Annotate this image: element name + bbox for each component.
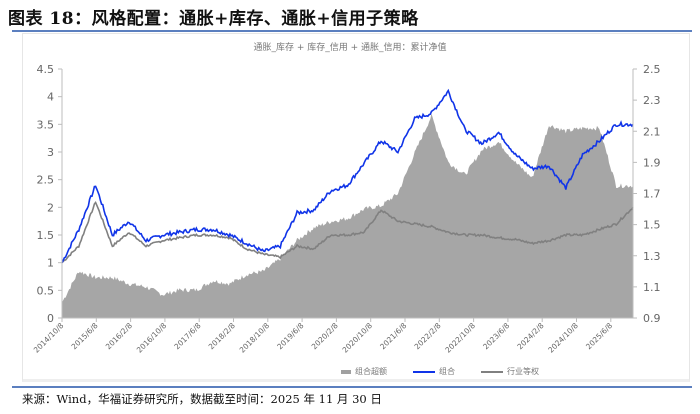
svg-text:2: 2: [47, 201, 54, 214]
svg-text:1.5: 1.5: [37, 229, 55, 242]
svg-text:2020/10/8: 2020/10/8: [341, 321, 375, 355]
legend-label-benchmark: 行业等权: [507, 367, 539, 376]
combo-line-series: [61, 88, 634, 264]
footer-rule: [12, 386, 692, 388]
legend-item-benchmark[interactable]: 行业等权: [481, 366, 539, 377]
svg-text:4: 4: [47, 91, 54, 104]
svg-text:4.5: 4.5: [37, 63, 55, 76]
svg-text:1: 1: [47, 257, 54, 270]
svg-text:2021/6/8: 2021/6/8: [378, 321, 408, 351]
title-rule: [12, 30, 692, 32]
svg-text:1.9: 1.9: [643, 156, 661, 169]
benchmark-line-series: [61, 200, 634, 264]
svg-text:3.5: 3.5: [37, 118, 55, 131]
svg-text:2022/10/8: 2022/10/8: [443, 321, 477, 355]
svg-text:1.3: 1.3: [643, 250, 661, 263]
legend-label-excess: 组合超额: [355, 367, 387, 376]
svg-text:2016/10/8: 2016/10/8: [135, 321, 169, 355]
legend-item-combo[interactable]: 组合: [413, 366, 455, 377]
svg-text:2018/2/8: 2018/2/8: [207, 321, 237, 351]
legend-label-combo: 组合: [439, 367, 455, 376]
svg-text:2024/2/8: 2024/2/8: [515, 321, 545, 351]
svg-text:1.7: 1.7: [643, 188, 661, 201]
svg-text:2022/2/8: 2022/2/8: [413, 321, 443, 351]
svg-text:0: 0: [47, 312, 54, 325]
svg-text:3: 3: [47, 146, 54, 159]
svg-text:2024/10/8: 2024/10/8: [546, 321, 580, 355]
svg-text:2025/6/8: 2025/6/8: [584, 321, 614, 351]
svg-text:2023/6/8: 2023/6/8: [481, 321, 511, 351]
chart-subtitle: 通胀_库存 + 库存_信用 + 通胀_信用：累计净值: [253, 43, 447, 53]
svg-text:0.5: 0.5: [37, 284, 55, 297]
legend-item-excess[interactable]: 组合超额: [341, 366, 387, 377]
source-note: 来源：Wind，华福证券研究所，数据截至时间：2025 年 11 月 30 日: [22, 392, 382, 406]
svg-text:1.5: 1.5: [643, 219, 661, 232]
svg-text:2.3: 2.3: [643, 94, 661, 107]
svg-text:2018/10/8: 2018/10/8: [238, 321, 272, 355]
svg-text:2019/6/8: 2019/6/8: [275, 321, 305, 351]
svg-text:1.1: 1.1: [643, 281, 661, 294]
blue-line-swatch-icon: [413, 370, 435, 373]
svg-text:2.5: 2.5: [37, 174, 55, 187]
svg-text:2015/6/8: 2015/6/8: [70, 321, 100, 351]
svg-text:2.1: 2.1: [643, 125, 661, 138]
excess-area-series: [62, 113, 633, 318]
area-swatch-icon: [341, 369, 351, 374]
svg-text:0.9: 0.9: [643, 312, 661, 325]
svg-text:2017/6/8: 2017/6/8: [172, 321, 202, 351]
figure-title: 图表 18：风格配置：通胀+库存、通胀+信用子策略: [8, 9, 419, 29]
svg-text:2.5: 2.5: [643, 63, 661, 76]
svg-text:2014/10/8: 2014/10/8: [32, 321, 66, 355]
svg-text:2020/2/8: 2020/2/8: [310, 321, 340, 351]
gray-line-swatch-icon: [481, 370, 503, 373]
legend: 组合超额 组合 行业等权: [0, 366, 700, 377]
svg-text:2016/2/8: 2016/2/8: [104, 321, 134, 351]
